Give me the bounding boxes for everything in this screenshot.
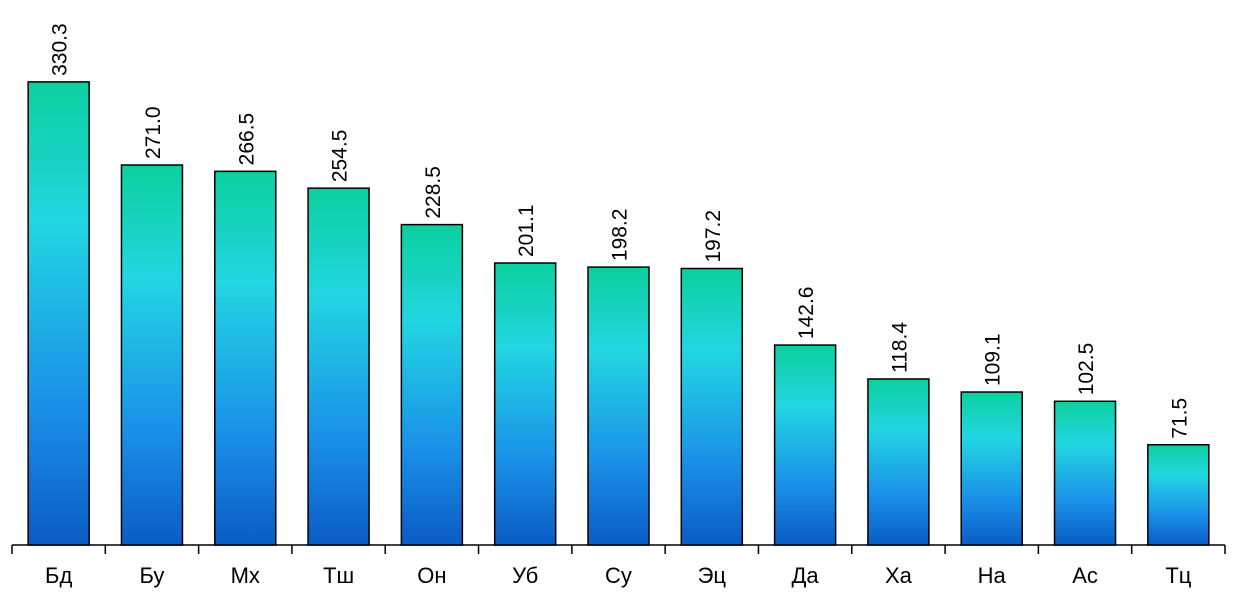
data-label: 266.5 bbox=[235, 113, 258, 166]
x-tick-label: Мх bbox=[231, 563, 260, 588]
x-tick-label: Он bbox=[417, 563, 446, 588]
data-label: 201.1 bbox=[515, 204, 538, 257]
bar bbox=[27, 81, 90, 546]
x-tick-label: Су bbox=[605, 563, 632, 588]
bar bbox=[1147, 443, 1210, 546]
x-tick-label: Бд bbox=[45, 563, 72, 588]
x-tick-label: Тц bbox=[1165, 563, 1191, 588]
data-label: 330.3 bbox=[49, 23, 72, 76]
data-label: 271.0 bbox=[142, 106, 165, 159]
x-tick-label: Уб bbox=[512, 563, 538, 588]
bar bbox=[1053, 400, 1117, 546]
bar bbox=[400, 223, 464, 546]
bar bbox=[214, 170, 277, 546]
x-tick-label: Бу bbox=[139, 563, 164, 588]
data-label: 118.4 bbox=[888, 322, 911, 373]
data-label: 197.2 bbox=[702, 210, 725, 263]
bar bbox=[587, 266, 650, 546]
bar bbox=[307, 187, 370, 546]
data-label: 198.2 bbox=[609, 209, 632, 262]
bar bbox=[867, 378, 930, 546]
data-label: 71.5 bbox=[1168, 398, 1191, 439]
data-label: 142.6 bbox=[795, 286, 818, 339]
x-tick-label: Да bbox=[792, 563, 820, 588]
x-tick-label: Тш bbox=[323, 563, 354, 588]
bar bbox=[120, 164, 184, 546]
data-label: 254.5 bbox=[329, 130, 352, 183]
data-label: 228.5 bbox=[422, 166, 445, 219]
x-tick-label: Эц bbox=[698, 563, 727, 588]
bar bbox=[773, 344, 837, 546]
bar bbox=[960, 391, 1023, 546]
bar bbox=[680, 267, 744, 546]
x-tick-label: Ха bbox=[885, 563, 913, 588]
data-label: 109.1 bbox=[982, 333, 1005, 386]
bar bbox=[493, 262, 557, 546]
x-tick-label: На bbox=[978, 563, 1007, 588]
data-label: 102.5 bbox=[1075, 343, 1098, 396]
x-tick-label: Ас bbox=[1072, 563, 1098, 588]
